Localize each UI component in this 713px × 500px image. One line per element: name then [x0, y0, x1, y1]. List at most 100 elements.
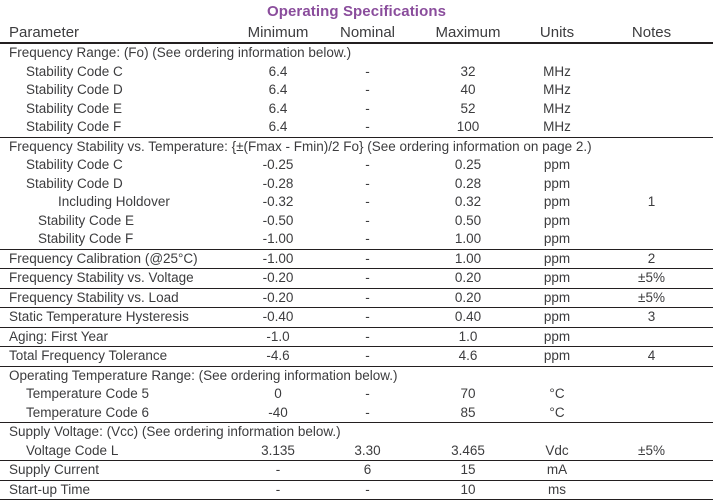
minimum-cell: 6.4 [268, 100, 288, 116]
nominal-cell: - [323, 307, 412, 328]
param-cell: Aging: First Year [0, 327, 233, 347]
units-cell: ppm [524, 307, 590, 328]
param-cell: Temperature Code 5 [26, 386, 150, 401]
maximum-cell: 1.00 [412, 249, 524, 269]
maximum-cell: 4.6 [412, 346, 524, 367]
maximum-cell: 3.465 [412, 441, 524, 461]
notes-cell: ±5% [590, 288, 713, 308]
units-cell: °C [524, 403, 590, 423]
minimum-cell: -1.00 [233, 230, 323, 250]
nominal-cell: - [365, 386, 370, 401]
nominal-cell: - [365, 82, 370, 97]
maximum-cell: 52 [460, 100, 476, 116]
param-cell: Stability Code D [26, 175, 123, 191]
param-cell: Stability Code D [26, 82, 123, 97]
param-cell: Stability Code F [0, 118, 233, 138]
maximum-cell: 1.0 [412, 327, 524, 347]
spec-row: Stability Code D -0.28-0.28 ppm [0, 175, 713, 194]
maximum-cell: 0.32 [454, 194, 482, 209]
minimum-cell: 6.4 [268, 82, 288, 97]
units-cell: ppm [524, 249, 590, 269]
minimum-cell: -0.25 [262, 157, 294, 172]
param-cell: Stability Code E [38, 212, 135, 228]
spec-row: Stability Code E 6.4 - 52 MHz [0, 100, 713, 119]
spec-row: Stability Code C -0.25-0.25 ppm [0, 156, 713, 175]
units-cell: ms [524, 480, 590, 500]
column-header-minimum: Minimum [233, 23, 323, 44]
nominal-cell: - [365, 212, 370, 228]
notes-cell: ±5% [590, 268, 713, 289]
notes-cell: 4 [590, 346, 713, 367]
param-cell: Supply Current [0, 460, 233, 481]
section-header-row: Operating Temperature Range: (See orderi… [0, 366, 713, 385]
section-header-row: Frequency Stability vs. Temperature: {±(… [0, 137, 713, 156]
param-cell: Start-up Time [0, 480, 233, 500]
nominal-cell: - [365, 157, 370, 172]
spec-row: Stability Code C 6.4 - 32 MHz [0, 63, 713, 82]
nominal-cell: - [323, 230, 412, 250]
minimum-cell: -0.40 [233, 307, 323, 328]
param-cell: Including Holdover [58, 194, 170, 209]
nominal-cell: - [323, 346, 412, 367]
column-header-notes: Notes [590, 23, 713, 44]
spec-table-body: Frequency Range: (Fo) (See ordering info… [0, 43, 713, 500]
spec-row: Start-up Time - -10 ms [0, 480, 713, 500]
maximum-cell: 0.20 [412, 288, 524, 308]
param-cell: Temperature Code 6 [0, 403, 233, 423]
units-cell: ppm [524, 230, 590, 250]
column-header-maximum: Maximum [412, 23, 524, 44]
minimum-cell: -1.00 [233, 249, 323, 269]
operating-specifications-table: Parameter Minimum Nominal Maximum Units … [0, 23, 713, 500]
units-cell: ppm [543, 157, 571, 172]
nominal-cell: - [365, 63, 370, 79]
spec-row: Frequency Stability vs. Voltage -0.20-0.2… [0, 268, 713, 289]
notes-cell: 1 [647, 194, 656, 209]
minimum-cell: -0.32 [262, 194, 294, 209]
spec-row: Voltage Code L 3.135 3.30 3.465 Vdc ±5% [0, 441, 713, 461]
minimum-cell: -0.50 [262, 212, 294, 228]
nominal-cell: - [323, 480, 412, 500]
nominal-cell: - [365, 175, 370, 191]
maximum-cell: 0.25 [454, 157, 482, 172]
nominal-cell: - [365, 100, 370, 116]
maximum-cell: 0.28 [454, 175, 482, 191]
units-cell: MHz [543, 63, 571, 79]
notes-cell [590, 212, 713, 231]
spec-row: Supply Current -6 15 mA [0, 460, 713, 481]
section-label: Supply Voltage: (Vcc) (See ordering info… [9, 424, 341, 439]
spec-row: Stability Code D 6.4 - 40 MHz [0, 81, 713, 100]
units-cell: ppm [543, 194, 571, 209]
page-title: Operating Specifications [266, 3, 447, 20]
notes-cell [590, 460, 713, 481]
param-cell: Static Temperature Hysteresis [0, 307, 233, 328]
units-cell: ppm [524, 268, 590, 289]
maximum-cell: 1.00 [412, 230, 524, 250]
minimum-cell: -40 [233, 403, 323, 423]
section-label: Frequency Stability vs. Temperature: {±(… [9, 138, 592, 154]
maximum-cell: 0.20 [412, 268, 524, 289]
spec-row: Temperature Code 5 0 - 70 °C [0, 385, 713, 404]
units-cell: ppm [543, 212, 571, 228]
notes-cell [590, 118, 713, 138]
notes-cell [590, 480, 713, 500]
spec-row: Stability Code F -1.00-1.00 ppm [0, 230, 713, 250]
units-cell: Vdc [524, 441, 590, 461]
maximum-cell: 10 [412, 480, 524, 500]
units-cell: °C [549, 386, 565, 401]
minimum-cell: - [233, 480, 323, 500]
param-cell: Total Frequency Tolerance [0, 346, 233, 367]
notes-cell [590, 230, 713, 250]
section-label: Frequency Range: (Fo) (See ordering info… [9, 45, 352, 60]
nominal-cell: - [323, 268, 412, 289]
spec-row: Total Frequency Tolerance -4.6-4.6 ppm 4 [0, 346, 713, 367]
param-cell: Frequency Stability vs. Load [0, 288, 233, 308]
minimum-cell: -1.0 [233, 327, 323, 347]
units-cell: MHz [543, 100, 571, 116]
nominal-cell: - [323, 327, 412, 347]
maximum-cell: 0.40 [412, 307, 524, 328]
param-cell: Stability Code C [26, 63, 123, 79]
section-label: Operating Temperature Range: (See orderi… [9, 367, 398, 383]
spec-row: Frequency Calibration (@25°C) -1.00-1.00 p… [0, 249, 713, 269]
nominal-cell: - [323, 288, 412, 308]
maximum-cell: 85 [412, 403, 524, 423]
